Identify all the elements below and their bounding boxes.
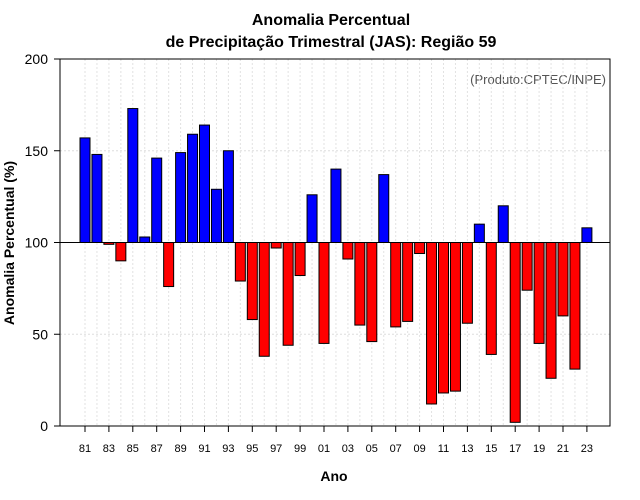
credit-label: (Produto:CPTEC/INPE) [470,72,606,87]
x-tick-label: 91 [198,443,210,455]
bar-87 [151,157,163,243]
bar-22 [569,242,581,370]
y-tick-label: 0 [40,418,48,434]
bar-89 [175,152,187,244]
chart-title-line2: de Precipitação Trimestral (JAS): Região… [166,34,497,51]
y-tick-label: 100 [25,235,49,251]
bars-group [79,108,593,423]
bar-04 [354,242,366,326]
x-axis-title: Ano [320,468,347,484]
bar-92 [210,188,222,244]
bar-85 [127,108,139,243]
bar-14 [473,223,485,243]
x-tick-label: 19 [533,443,545,455]
x-tick-label: 01 [318,443,330,455]
bar-16 [497,205,509,244]
x-tick-label: 15 [485,443,497,455]
x-tick-label: 89 [174,443,186,455]
bar-96 [258,242,270,357]
bar-08 [402,242,414,322]
x-tick-label: 11 [438,443,449,455]
bar-03 [342,242,354,260]
bar-11 [438,242,449,394]
y-axis-title: Anomalia Percentual (%) [1,161,17,325]
bar-82 [91,153,103,243]
bar-21 [557,242,569,317]
bar-09 [414,242,426,255]
y-tick-label: 50 [32,326,48,342]
x-tick-label: 13 [461,443,473,455]
bar-99 [294,242,306,277]
bar-18 [521,242,533,291]
x-tick-label: 81 [79,443,91,455]
bar-19 [533,242,545,344]
chart-title-line1: Anomalia Percentual [252,12,410,29]
bar-93 [222,150,234,243]
x-tick-label: 83 [103,443,115,455]
x-tick-label: 85 [127,443,139,455]
bar-17 [509,242,521,423]
bar-23 [581,227,593,244]
bar-91 [199,124,210,243]
x-tick-label: 21 [557,443,569,455]
x-tick-label: 97 [270,443,282,455]
bar-01 [318,242,330,344]
x-tick-label: 03 [342,443,354,455]
bar-88 [163,242,175,288]
bar-97 [270,242,282,249]
x-tick-label: 23 [581,443,593,455]
bar-12 [449,242,461,392]
bar-98 [282,242,294,346]
bar-95 [246,242,258,321]
bar-02 [330,168,342,244]
axes-group: 0 50 100 150 200 81 83 85 87 89 91 93 95 97 99 01 03 05 07… [25,51,611,455]
bar-81 [79,137,91,243]
bar-15 [485,242,497,355]
bar-10 [426,242,438,405]
x-tick-label: 07 [390,443,402,455]
bar-07 [390,242,402,328]
bar-94 [234,242,246,282]
x-tick-label: 17 [509,443,521,455]
bar-20 [545,242,557,379]
x-tick-label: 09 [413,443,425,455]
x-tick-label: 95 [246,443,258,455]
y-tick-label: 200 [25,51,49,67]
x-tick-label: 05 [366,443,378,455]
bar-90 [187,133,199,243]
x-tick-label: 87 [151,443,163,455]
x-tick-label: 99 [294,443,306,455]
bar-00 [306,194,318,243]
y-tick-label: 150 [25,143,49,159]
x-tick-label: 93 [222,443,234,455]
bar-13 [461,242,473,324]
bar-84 [115,242,127,262]
bar-86 [139,236,151,243]
bar-05 [366,242,378,343]
bar-06 [378,174,390,243]
